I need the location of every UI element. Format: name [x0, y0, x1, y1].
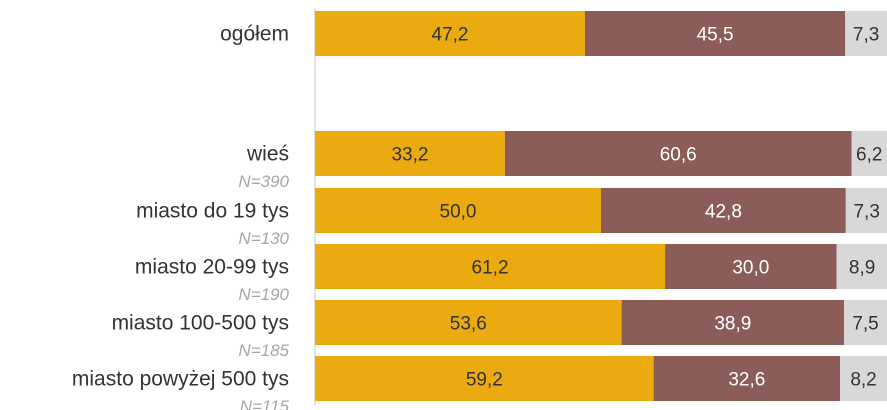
- bar-segment: [315, 131, 505, 176]
- category-label: wieś: [246, 143, 289, 166]
- bar-segment: [315, 11, 585, 56]
- data-label: 47,2: [431, 25, 468, 46]
- bar-segment: [845, 188, 887, 233]
- data-label: 60,6: [660, 145, 697, 166]
- data-label: 42,8: [705, 202, 742, 223]
- data-label: 30,0: [732, 258, 769, 279]
- bar-segment: [845, 11, 887, 56]
- bar-segment: [836, 244, 887, 289]
- bar-segment: [315, 300, 622, 345]
- category-label: miasto 100-500 tys: [112, 312, 289, 335]
- bar-segment: [621, 300, 845, 345]
- data-label: 50,0: [440, 202, 477, 223]
- category-label: ogółem: [220, 23, 289, 46]
- bars-group: ogółem 47,2 45,5 7,3 wieś N=390 33,2 60,6 6,2 mia…: [72, 11, 887, 410]
- bar-segment: [653, 356, 841, 401]
- bar-segment: [584, 11, 846, 56]
- sample-size-label: N=390: [238, 172, 289, 191]
- data-label: 45,5: [697, 25, 734, 46]
- bar-segment: [840, 356, 887, 401]
- bar-segment: [851, 131, 887, 176]
- category-label: miasto powyżej 500 tys: [72, 368, 289, 391]
- sample-size-label: N=115: [240, 397, 290, 410]
- data-label: 8,2: [850, 370, 876, 391]
- bar-segment: [315, 356, 654, 401]
- data-label: 53,6: [450, 314, 487, 335]
- data-label: 33,2: [391, 145, 428, 166]
- category-label: miasto do 19 tys: [136, 200, 289, 223]
- data-label: 7,3: [853, 25, 879, 46]
- sample-size-label: N=185: [238, 341, 289, 360]
- data-label: 61,2: [472, 258, 509, 279]
- data-label: 7,3: [853, 202, 879, 223]
- sample-size-label: N=130: [238, 229, 289, 248]
- category-label: miasto 20-99 tys: [135, 256, 289, 279]
- sample-size-label: N=190: [238, 285, 289, 304]
- data-label: 6,2: [856, 145, 882, 166]
- bar-segment: [315, 188, 601, 233]
- data-label: 38,9: [714, 314, 751, 335]
- bar-segment: [844, 300, 887, 345]
- data-label: 7,5: [852, 314, 878, 335]
- bar-segment: [315, 244, 666, 289]
- bar-segment: [504, 131, 852, 176]
- data-label: 32,6: [728, 370, 765, 391]
- data-label: 8,9: [849, 258, 875, 279]
- data-label: 59,2: [466, 370, 503, 391]
- bar-segment: [665, 244, 837, 289]
- bar-segment: [601, 188, 846, 233]
